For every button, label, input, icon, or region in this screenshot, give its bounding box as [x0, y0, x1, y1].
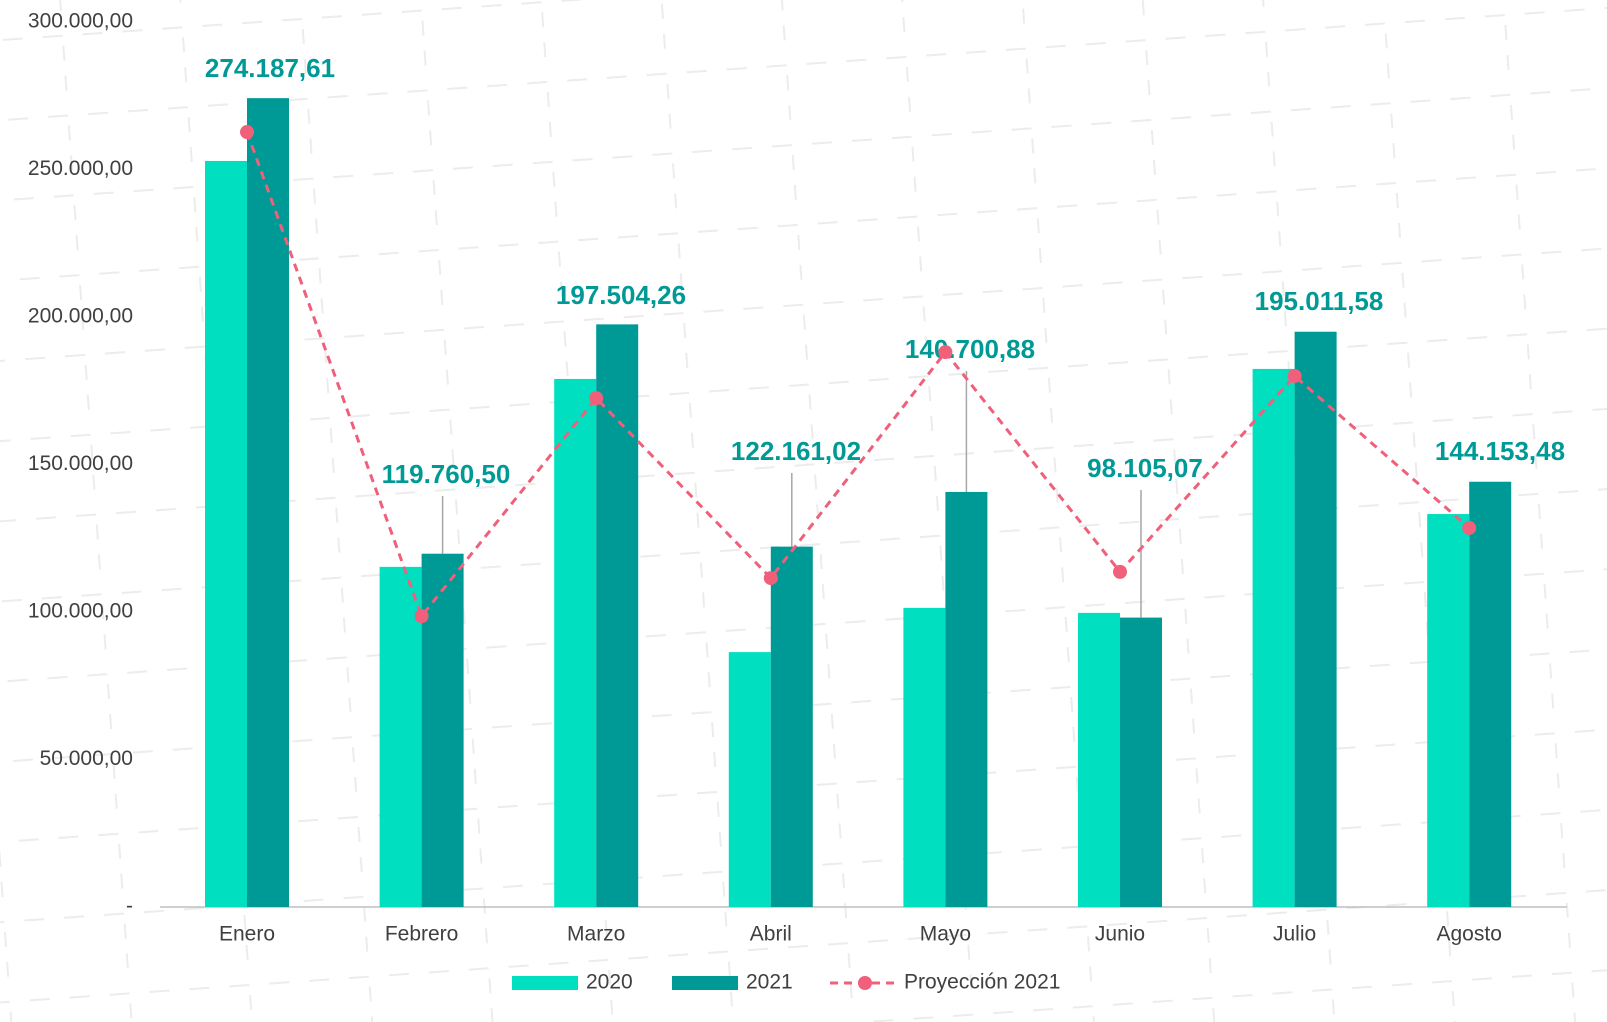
bar: [421, 553, 464, 907]
legend-swatch: [672, 976, 738, 990]
line: [245, 131, 1471, 620]
line-point: [1113, 564, 1127, 579]
line-point: [1287, 369, 1302, 383]
bar: [728, 652, 771, 907]
y-tick-label: 50.000,00: [40, 747, 133, 770]
line-point: [414, 609, 429, 624]
legend-label: 2020: [586, 971, 633, 994]
bar: [1469, 481, 1512, 907]
bar: [903, 607, 946, 907]
bar: [1252, 368, 1295, 907]
value-label: 144.153,48: [1435, 436, 1565, 466]
x-tick-label: Febrero: [385, 923, 459, 946]
bar: [554, 378, 597, 907]
x-tick-label: Marzo: [567, 923, 625, 946]
bar: [770, 546, 813, 907]
value-label: 119.760,50: [382, 459, 511, 489]
y-tick-label: 100.000,00: [28, 600, 133, 623]
x-tick-label: Julio: [1273, 923, 1316, 946]
bar: [596, 324, 639, 907]
line-point: [938, 345, 953, 360]
x-tick-label: Enero: [219, 923, 275, 946]
bar: [379, 566, 422, 907]
value-label: 195.011,58: [1255, 286, 1384, 316]
bar: [1294, 331, 1337, 908]
x-tick-label: Agosto: [1437, 923, 1502, 946]
value-label: 274.187,61: [205, 53, 335, 83]
legend-label: 2021: [746, 971, 793, 994]
value-label: 98.105,07: [1087, 453, 1203, 483]
bar: [945, 491, 988, 907]
value-label: 140.700,88: [905, 334, 1035, 364]
y-tick-label: 300.000,00: [28, 10, 133, 33]
legend-swatch: [858, 976, 872, 990]
y-tick-label: 200.000,00: [28, 305, 133, 328]
bar: [1427, 514, 1470, 907]
x-tick-label: Mayo: [920, 923, 971, 946]
value-label: 122.161,02: [731, 436, 861, 466]
bar: [247, 98, 289, 908]
bar: [1120, 617, 1162, 907]
legend-swatch: [512, 976, 578, 990]
line-point: [240, 125, 254, 140]
bar: [1078, 612, 1120, 907]
x-tick-label: Abril: [750, 923, 792, 946]
y-tick-label: 250.000,00: [28, 157, 133, 180]
legend-label: Proyección 2021: [904, 971, 1060, 994]
y-tick-label: 150.000,00: [28, 452, 133, 475]
line-point: [1462, 520, 1477, 535]
y-tick-label: -: [126, 895, 133, 918]
x-tick-label: Junio: [1095, 923, 1145, 946]
line-point: [589, 391, 604, 406]
value-label: 197.504,26: [556, 280, 686, 310]
line-point: [763, 571, 778, 586]
bar: [205, 160, 247, 907]
